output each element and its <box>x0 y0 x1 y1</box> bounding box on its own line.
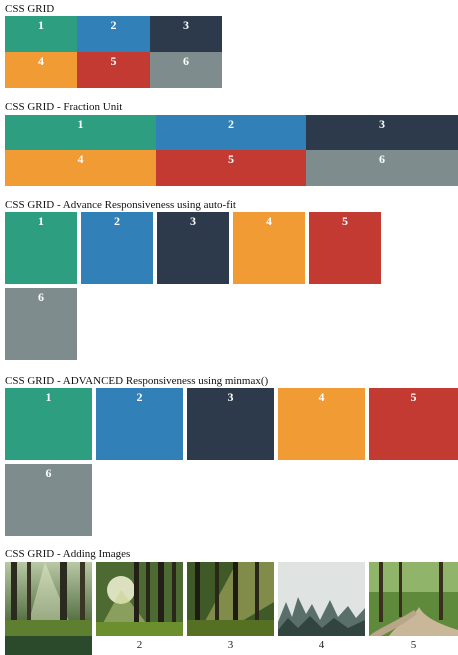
image-caption-2: 2 <box>96 636 183 655</box>
section-title-minmax: CSS GRID - ADVANCED Responsiveness using… <box>5 375 269 387</box>
fraction-cell-2: 2 <box>156 115 306 150</box>
section-title-css-grid: CSS GRID <box>5 3 55 15</box>
minmax-cell-1: 1 <box>5 388 92 460</box>
image-caption-1 <box>5 636 92 655</box>
image-caption-5: 5 <box>369 636 458 655</box>
grid-cell-5: 5 <box>77 52 150 88</box>
autofit-cell-5: 5 <box>309 212 381 284</box>
section-title-adding-images: CSS GRID - Adding Images <box>5 548 131 560</box>
section-title-auto-fit: CSS GRID - Advance Responsiveness using … <box>5 199 236 211</box>
grid-cell-2: 2 <box>77 16 150 52</box>
forest-path-image-5 <box>369 562 458 636</box>
forest-image-1 <box>5 562 92 636</box>
image-caption-3: 3 <box>187 636 274 655</box>
autofit-cell-6: 6 <box>5 288 77 360</box>
minmax-cell-2: 2 <box>96 388 183 460</box>
foggy-forest-image-4 <box>278 562 365 636</box>
autofit-cell-1: 1 <box>5 212 77 284</box>
grid-cell-4: 4 <box>5 52 77 88</box>
fraction-cell-1: 1 <box>5 115 156 150</box>
forest-image-2 <box>96 562 183 636</box>
grid-cell-3: 3 <box>150 16 222 52</box>
grid-cell-6: 6 <box>150 52 222 88</box>
forest-image-3 <box>187 562 274 636</box>
autofit-cell-3: 3 <box>157 212 229 284</box>
minmax-cell-6: 6 <box>5 464 92 536</box>
section-title-fraction-unit: CSS GRID - Fraction Unit <box>5 101 123 113</box>
fraction-cell-5: 5 <box>156 150 306 186</box>
image-caption-4: 4 <box>278 636 365 655</box>
fraction-cell-6: 6 <box>306 150 458 186</box>
minmax-cell-5: 5 <box>369 388 458 460</box>
fraction-cell-4: 4 <box>5 150 156 186</box>
autofit-cell-4: 4 <box>233 212 305 284</box>
grid-cell-1: 1 <box>5 16 77 52</box>
fraction-cell-3: 3 <box>306 115 458 150</box>
minmax-cell-4: 4 <box>278 388 365 460</box>
minmax-cell-3: 3 <box>187 388 274 460</box>
autofit-cell-2: 2 <box>81 212 153 284</box>
